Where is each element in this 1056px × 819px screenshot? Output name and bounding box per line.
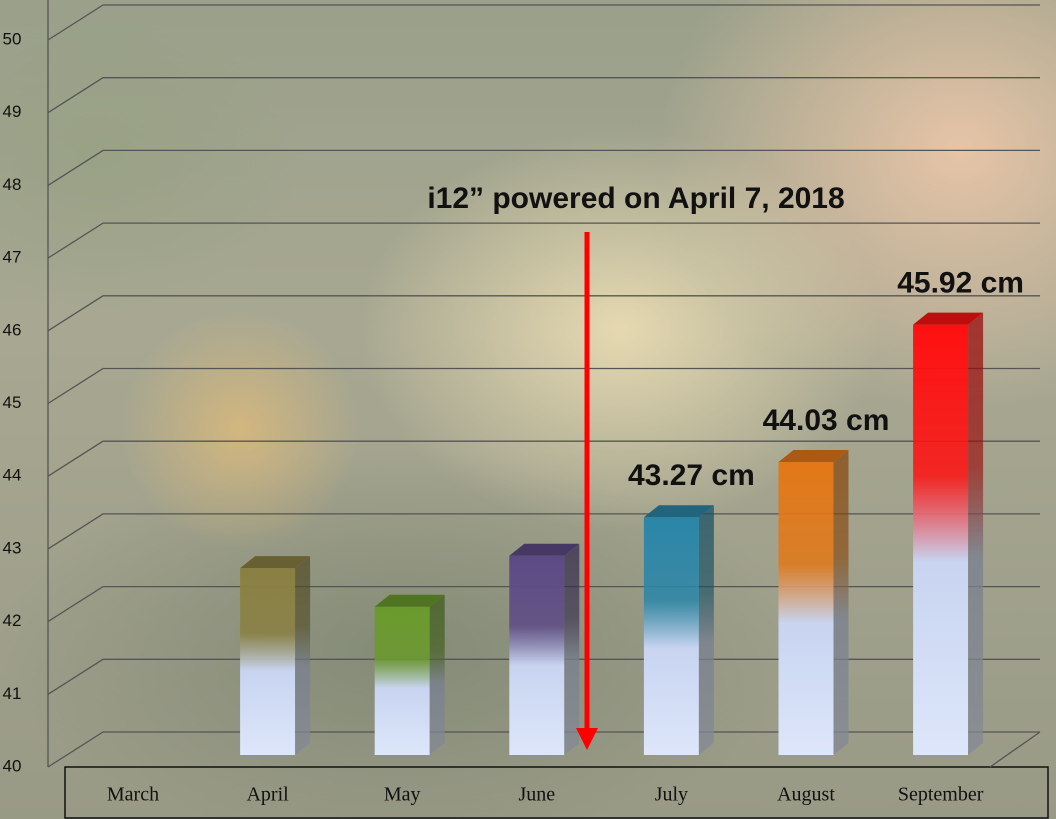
y-tick-label: 47 xyxy=(3,248,22,267)
bar xyxy=(240,568,295,755)
y-tick-label: 42 xyxy=(3,611,22,630)
bar xyxy=(644,517,699,755)
value-label: 44.03 cm xyxy=(763,404,890,437)
chart: 40 41 42 43 44 45 46 47 48 49 50 March April May June J… xyxy=(0,0,1056,819)
x-tick-label: July xyxy=(655,784,688,806)
x-tick-label: August xyxy=(777,784,835,806)
y-tick-label: 49 xyxy=(3,102,22,121)
y-tick-label: 50 xyxy=(3,29,22,48)
y-tick-label: 48 xyxy=(3,175,22,194)
y-tick-label: 46 xyxy=(3,320,22,339)
x-tick-label: June xyxy=(518,784,555,806)
grid-line xyxy=(48,223,1040,258)
bar xyxy=(509,556,564,755)
grid-line xyxy=(48,150,1040,185)
page: 40 41 42 43 44 45 46 47 48 49 50 March April May June J… xyxy=(0,0,1056,819)
bar-side xyxy=(295,556,310,755)
y-tick-label: 44 xyxy=(3,466,22,485)
y-tick-label: 45 xyxy=(3,393,22,412)
bar xyxy=(375,607,430,755)
grid-line xyxy=(48,5,1040,40)
x-tick-label: April xyxy=(246,784,289,806)
grid-line xyxy=(48,296,1040,331)
x-tick-label: September xyxy=(898,784,984,806)
grid-line xyxy=(48,78,1040,113)
bar xyxy=(913,325,968,755)
bar-side xyxy=(968,313,983,755)
grid-line xyxy=(48,369,1040,404)
y-tick-label: 41 xyxy=(3,684,22,703)
value-label: 45.92 cm xyxy=(897,267,1024,300)
y-tick-label: 40 xyxy=(3,756,22,775)
value-label: 43.27 cm xyxy=(628,459,755,492)
floor-edge xyxy=(990,732,1040,767)
bar-side xyxy=(564,544,579,755)
bar-side xyxy=(834,450,849,755)
bar-side xyxy=(430,595,445,755)
x-tick-label: March xyxy=(107,784,159,806)
y-tick-label: 43 xyxy=(3,538,22,557)
bar xyxy=(779,462,834,755)
grid-line xyxy=(48,441,1040,476)
x-tick-label: May xyxy=(384,784,421,806)
annotation: i12” powered on April 7, 2018 xyxy=(427,182,844,215)
grid-line xyxy=(48,514,1040,549)
bar-side xyxy=(699,505,714,755)
